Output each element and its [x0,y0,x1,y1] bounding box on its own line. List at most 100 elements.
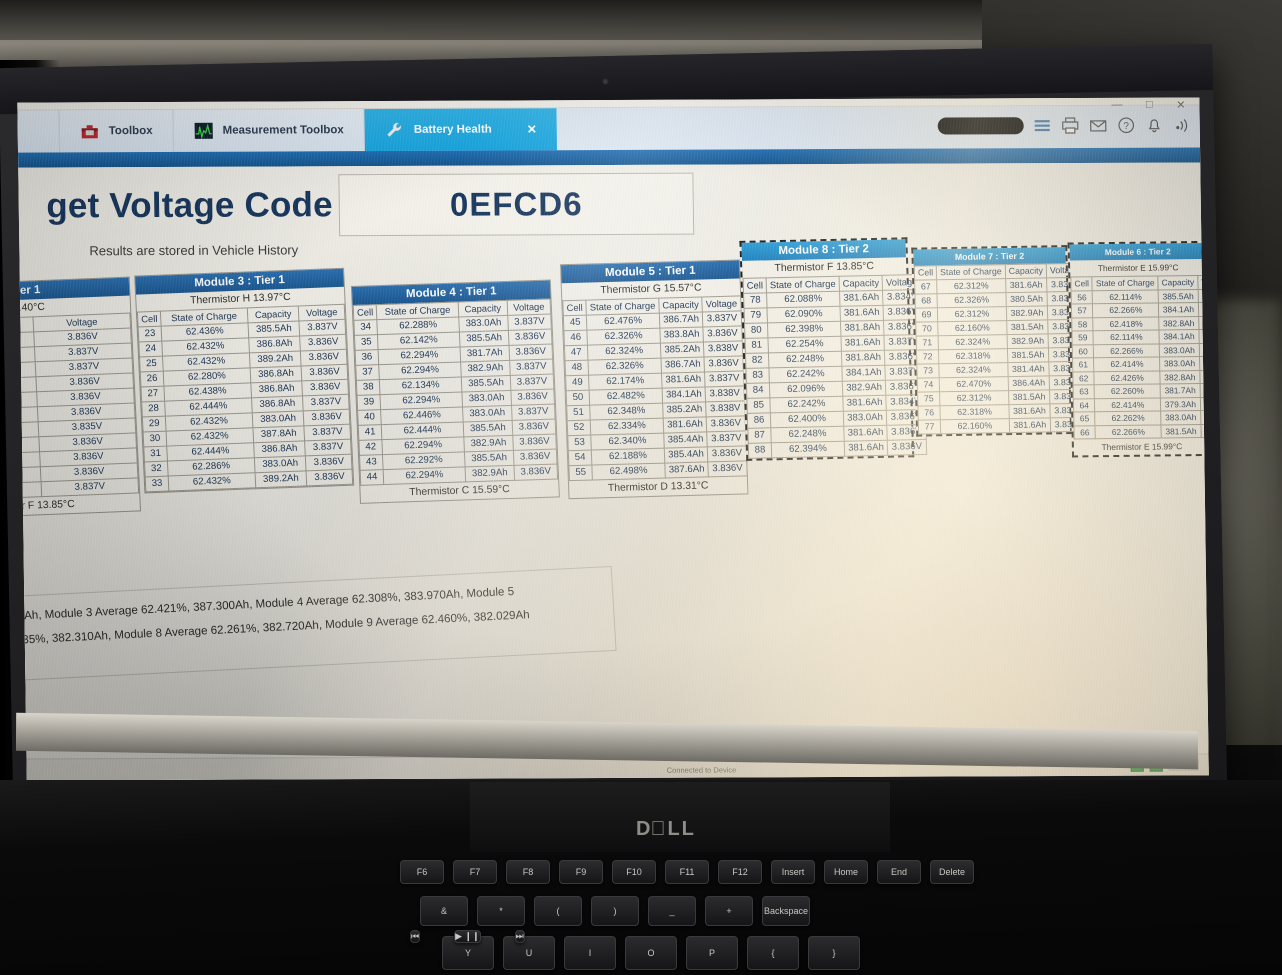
tab-measurement-toolbox[interactable]: Measurement Toolbox [173,109,366,152]
keyboard-key[interactable]: I [564,936,616,970]
table-cell: 62.398% [767,320,841,338]
table-cell: 37 [355,364,380,381]
table-cell: 23 [138,325,162,342]
table-cell: 387.6Ah [664,461,709,478]
table-cell: 62.114% [1093,329,1160,345]
cell-table: Cell State of Charge Capacity Voltage 56… [1070,275,1209,440]
keyboard-key[interactable]: Delete [930,860,974,884]
table-cell: 30 [143,430,167,447]
table-row: 77 62.160% 381.6Ah 3.836V [918,417,1087,434]
tab-battery-health[interactable]: Battery Health ✕ [364,108,558,152]
keyboard-key[interactable]: U [503,936,555,970]
media-keys[interactable]: ⏮ ▶ ❙❙ ⏭ [410,930,525,943]
envelope-icon[interactable] [1089,115,1108,134]
table-cell: 62.318% [938,348,1008,364]
keyboard-key[interactable]: F6 [400,860,444,884]
keyboard-key[interactable]: Y [442,936,494,970]
table-cell: 3.836V [1199,369,1209,384]
table-cell: 385.5Ah [459,330,509,347]
tab-measurement-toolbox-label: Measurement Toolbox [222,124,344,137]
table-cell: 3.836V [513,448,557,465]
table-cell: 66 [1073,425,1096,439]
table-cell: 27 [140,385,165,402]
table-cell: 58 [1071,317,1094,331]
tab-toolbox[interactable]: Toolbox [59,109,174,153]
table-cell: 3.836V [303,408,350,426]
table-cell: 50 [566,389,590,406]
keyboard-key[interactable]: F9 [559,860,603,884]
table-cell: 385.5Ah [464,449,514,467]
keyboard-key[interactable]: O [625,936,677,970]
keyboard-key[interactable]: _ [648,896,696,926]
table-cell: 62.418% [1093,316,1160,331]
keyboard-key[interactable]: & [420,896,468,926]
table-cell: 381.6Ah [661,371,706,388]
printer-icon[interactable] [1061,115,1080,134]
keyboard-number-row[interactable]: & * () _ + Backspace [420,896,810,926]
keyboard-key[interactable]: ▶ ❙❙ [454,930,481,943]
table-cell: 383.0Ah [1159,356,1200,371]
table-cell: 71 [916,335,939,351]
table-cell: 63 [1073,384,1095,399]
table-cell: 74 [917,377,940,392]
table-cell: 72 [916,349,939,364]
keyboard-alpha-row[interactable]: Y U I O P {} [442,936,860,970]
module-table-partial: Tier 1 15.40°C Capacity Voltage 384.1Ah3… [18,276,142,520]
keyboard-key[interactable]: P [686,936,738,970]
keyboard-key[interactable]: F7 [453,860,497,884]
keyboard-key[interactable]: F11 [665,860,709,884]
table-cell: 385.2Ah [662,401,707,418]
keyboard-key[interactable]: Home [824,860,868,884]
help-icon[interactable]: ? [1117,115,1136,134]
close-icon[interactable]: ✕ [526,122,537,137]
hamburger-menu-icon[interactable] [1033,116,1052,135]
keyboard-key[interactable]: ) [591,896,639,926]
table-cell: 3.838V [705,385,745,402]
keyboard-key[interactable]: F10 [612,860,656,884]
keyboard-key[interactable]: } [808,936,860,970]
cell-table: Cell State of Charge Capacity Voltage 67… [914,263,1088,435]
keyboard-key[interactable]: ( [534,896,582,926]
table-cell: 3.837V [1198,315,1209,330]
table-cell: 83 [745,367,770,383]
keyboard-key[interactable]: ⏭ [514,930,525,943]
keyboard-key[interactable]: F12 [718,860,762,884]
table-cell: 80 [744,322,769,339]
table-cell: 389.2Ah [254,470,308,488]
keyboard-key[interactable]: End [877,860,921,884]
table-cell: 382.9Ah [463,434,514,452]
table-cell: 381.6Ah [1005,277,1047,293]
palmrest [470,782,890,852]
table-cell: 385.5Ah [461,375,511,392]
table-cell: 3.838V [705,400,745,417]
keyboard-key[interactable]: { [747,936,799,970]
table-cell: 381.5Ah [1006,319,1049,335]
table-cell: 385.2Ah [660,341,705,358]
keyboard-key[interactable]: F8 [506,860,550,884]
table-cell: 3.837V [302,393,350,411]
table-cell: 52 [567,419,591,436]
keyboard-key[interactable]: ⏮ [410,930,421,943]
table-cell: 84 [746,382,770,398]
keyboard-key[interactable]: Insert [771,860,815,884]
table-cell: 3.836V [300,333,347,351]
module-table-6: Module 6 : Tier 2 Thermistor E 15.99°C C… [1067,240,1209,458]
wifi-icon[interactable] [1173,115,1192,134]
keyboard-key[interactable]: * [477,896,525,926]
page-title: get Voltage Code [46,185,334,226]
bell-icon[interactable] [1145,115,1164,134]
table-cell: 383.0Ah [1159,343,1200,357]
table-cell: 381.6Ah [843,424,888,441]
table-cell: 62.394% [771,440,845,458]
table-cell: 3.837V [704,370,744,387]
keyboard-key[interactable]: + [705,896,753,926]
col-soc: State of Charge [936,264,1006,280]
svg-text:?: ? [1123,121,1129,132]
tab-cutoff[interactable] [17,110,61,153]
table-cell: 62.266% [1092,302,1159,318]
keyboard-fn-row[interactable]: F6 F7 F8 F9 F10 F11 F12 Insert Home End Delete [400,860,974,884]
keyboard-key[interactable]: Backspace [762,896,810,926]
cell-rows: 78 62.088% 381.6Ah 3.834V 79 62.090% 381.6Ah 3.… [743,289,927,458]
col-capacity: Capacity [838,275,883,292]
